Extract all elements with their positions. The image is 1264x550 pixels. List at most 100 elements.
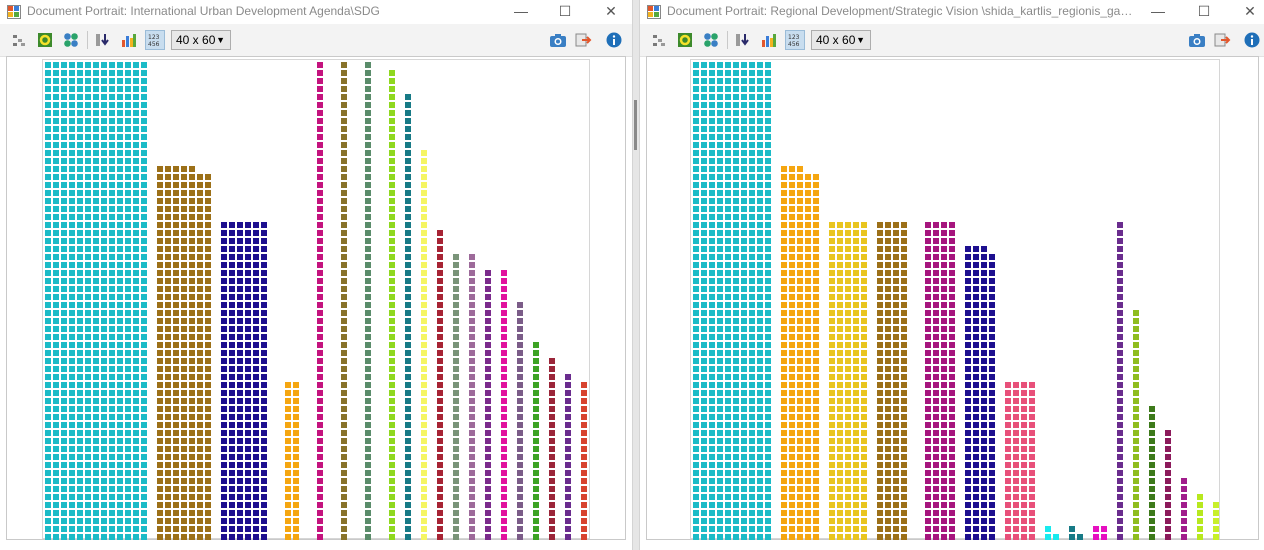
portrait-tile[interactable] <box>765 462 771 468</box>
portrait-tile[interactable] <box>341 118 347 124</box>
portrait-tile[interactable] <box>389 174 395 180</box>
portrait-tile[interactable] <box>341 446 347 452</box>
portrait-tile[interactable] <box>765 326 771 332</box>
portrait-tile[interactable] <box>517 318 523 324</box>
portrait-tile[interactable] <box>709 62 715 68</box>
portrait-tile[interactable] <box>205 446 211 452</box>
portrait-tile[interactable] <box>485 462 491 468</box>
portrait-tile[interactable] <box>973 510 979 516</box>
portrait-tile[interactable] <box>989 326 995 332</box>
portrait-tile[interactable] <box>229 246 235 252</box>
portrait-tile[interactable] <box>205 214 211 220</box>
portrait-tile[interactable] <box>893 230 899 236</box>
portrait-tile[interactable] <box>1021 430 1027 436</box>
portrait-tile[interactable] <box>701 286 707 292</box>
portrait-tile[interactable] <box>453 366 459 372</box>
portrait-tile[interactable] <box>341 502 347 508</box>
portrait-tile[interactable] <box>877 230 883 236</box>
portrait-tile[interactable] <box>101 462 107 468</box>
portrait-tile[interactable] <box>853 406 859 412</box>
portrait-tile[interactable] <box>701 86 707 92</box>
portrait-tile[interactable] <box>789 470 795 476</box>
portrait-tile[interactable] <box>117 238 123 244</box>
portrait-tile[interactable] <box>901 302 907 308</box>
portrait-tile[interactable] <box>813 462 819 468</box>
portrait-tile[interactable] <box>469 398 475 404</box>
portrait-tile[interactable] <box>421 326 427 332</box>
portrait-tile[interactable] <box>813 286 819 292</box>
portrait-tile[interactable] <box>973 278 979 284</box>
portrait-tile[interactable] <box>61 158 67 164</box>
portrait-tile[interactable] <box>45 478 51 484</box>
portrait-tile[interactable] <box>765 190 771 196</box>
portrait-tile[interactable] <box>549 494 555 500</box>
portrait-tile[interactable] <box>533 350 539 356</box>
portrait-tile[interactable] <box>117 126 123 132</box>
portrait-tile[interactable] <box>925 502 931 508</box>
portrait-tile[interactable] <box>893 414 899 420</box>
portrait-tile[interactable] <box>141 174 147 180</box>
portrait-tile[interactable] <box>717 262 723 268</box>
portrait-tile[interactable] <box>1029 390 1035 396</box>
portrait-tile[interactable] <box>125 494 131 500</box>
portrait-tile[interactable] <box>365 342 371 348</box>
portrait-tile[interactable] <box>885 302 891 308</box>
portrait-tile[interactable] <box>165 470 171 476</box>
portrait-tile[interactable] <box>77 310 83 316</box>
portrait-tile[interactable] <box>981 398 987 404</box>
portrait-tile[interactable] <box>69 502 75 508</box>
portrait-tile[interactable] <box>317 534 323 540</box>
portrait-tile[interactable] <box>117 278 123 284</box>
portrait-tile[interactable] <box>781 430 787 436</box>
color-palette-icon[interactable] <box>701 30 721 50</box>
portrait-tile[interactable] <box>117 206 123 212</box>
portrait-tile[interactable] <box>389 78 395 84</box>
portrait-tile[interactable] <box>365 462 371 468</box>
portrait-tile[interactable] <box>205 414 211 420</box>
portrait-tile[interactable] <box>341 334 347 340</box>
portrait-tile[interactable] <box>69 286 75 292</box>
portrait-tile[interactable] <box>133 142 139 148</box>
portrait-tile[interactable] <box>709 454 715 460</box>
portrait-tile[interactable] <box>389 486 395 492</box>
portrait-tile[interactable] <box>293 430 299 436</box>
portrait-tile[interactable] <box>53 438 59 444</box>
portrait-tile[interactable] <box>765 374 771 380</box>
portrait-tile[interactable] <box>389 398 395 404</box>
portrait-tile[interactable] <box>109 134 115 140</box>
portrait-tile[interactable] <box>725 238 731 244</box>
portrait-tile[interactable] <box>181 166 187 172</box>
portrait-tile[interactable] <box>133 414 139 420</box>
portrait-tile[interactable] <box>1021 390 1027 396</box>
portrait-tile[interactable] <box>173 438 179 444</box>
portrait-tile[interactable] <box>797 190 803 196</box>
portrait-tile[interactable] <box>517 534 523 540</box>
portrait-tile[interactable] <box>517 406 523 412</box>
portrait-tile[interactable] <box>813 406 819 412</box>
portrait-tile[interactable] <box>837 230 843 236</box>
portrait-tile[interactable] <box>45 510 51 516</box>
portrait-tile[interactable] <box>69 94 75 100</box>
portrait-tile[interactable] <box>469 502 475 508</box>
portrait-tile[interactable] <box>741 470 747 476</box>
portrait-tile[interactable] <box>117 158 123 164</box>
portrait-tile[interactable] <box>861 246 867 252</box>
portrait-tile[interactable] <box>197 454 203 460</box>
portrait-tile[interactable] <box>549 422 555 428</box>
portrait-tile[interactable] <box>533 510 539 516</box>
portrait-tile[interactable] <box>805 390 811 396</box>
portrait-tile[interactable] <box>205 350 211 356</box>
portrait-tile[interactable] <box>205 270 211 276</box>
portrait-tile[interactable] <box>77 462 83 468</box>
portrait-tile[interactable] <box>941 310 947 316</box>
portrait-tile[interactable] <box>861 230 867 236</box>
portrait-tile[interactable] <box>1029 406 1035 412</box>
portrait-tile[interactable] <box>365 102 371 108</box>
portrait-tile[interactable] <box>101 206 107 212</box>
portrait-tile[interactable] <box>109 510 115 516</box>
portrait-tile[interactable] <box>725 62 731 68</box>
portrait-tile[interactable] <box>85 430 91 436</box>
portrait-tile[interactable] <box>85 174 91 180</box>
portrait-tile[interactable] <box>765 526 771 532</box>
portrait-tile[interactable] <box>1021 414 1027 420</box>
